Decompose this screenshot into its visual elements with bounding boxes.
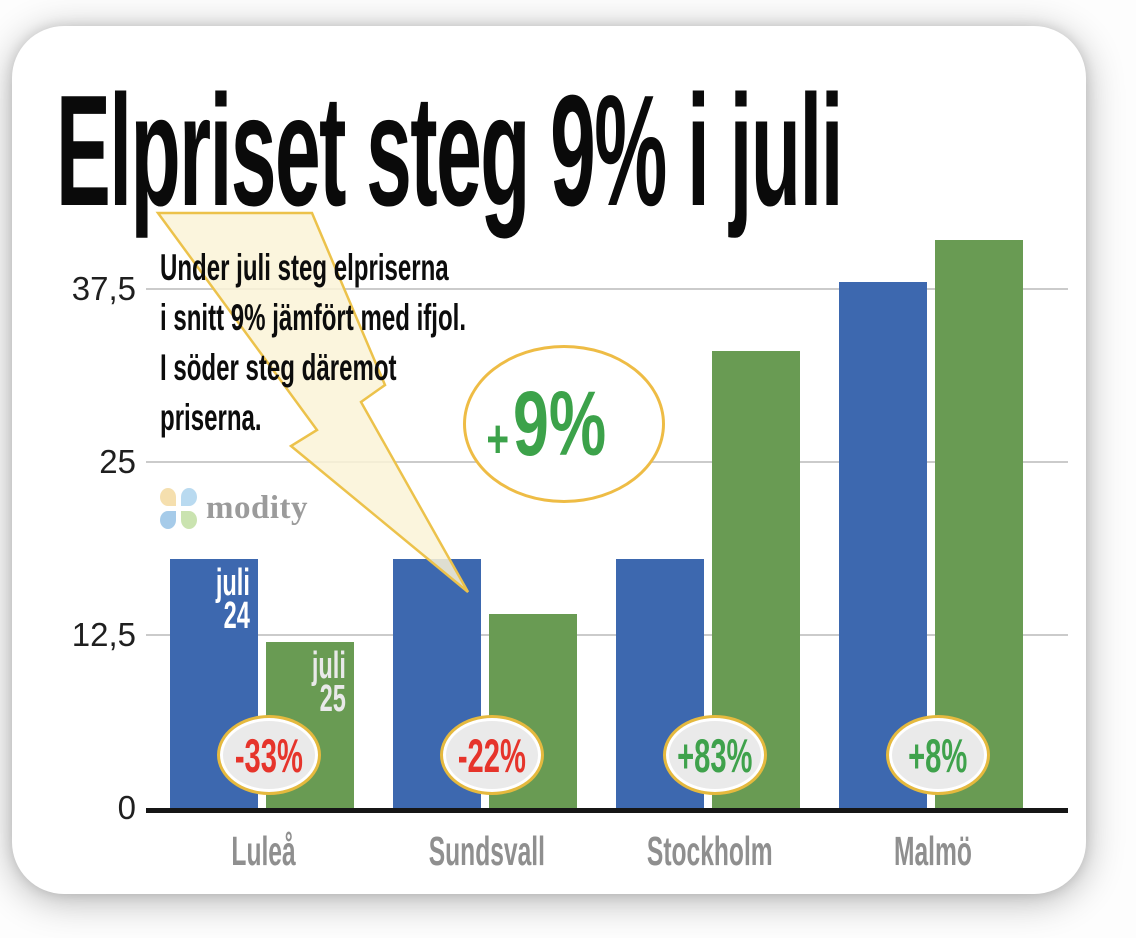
y-tick-label: 37,5 — [71, 269, 136, 307]
modity-logo: modity — [160, 488, 308, 529]
y-tick-label: 12,5 — [71, 615, 136, 653]
change-badge-value: +8% — [908, 728, 968, 782]
x-tick-malmö: Malmö — [823, 828, 1043, 875]
change-badge-value: -33% — [234, 728, 304, 782]
change-badge-value: -22% — [457, 728, 527, 782]
change-badge-stockholm: +83% — [663, 715, 767, 795]
change-badge-sundsvall: -22% — [440, 715, 544, 795]
x-tick-sundsvall: Sundsvall — [377, 828, 597, 875]
modity-wordmark: modity — [206, 490, 308, 526]
x-tick-label-malmö: Malmö — [894, 828, 972, 874]
modity-flower-icon — [160, 488, 197, 529]
petal-yellow — [160, 488, 176, 506]
change-badge-malmö: +8% — [886, 715, 990, 795]
change-badge-value: +83% — [677, 728, 753, 782]
series-label-juli-25: juli 25 — [311, 644, 346, 720]
plus-sign: + — [486, 409, 509, 469]
x-tick-luleå: Luleå — [154, 828, 374, 875]
x-tick-label-sundsvall: Sundsvall — [428, 828, 546, 874]
average-change-bubble: +9% — [463, 345, 665, 503]
change-badge-luleå: -33% — [217, 715, 321, 795]
x-tick-label-stockholm: Stockholm — [647, 828, 773, 874]
annotation-text: Under juli steg elpriserna i snitt 9% jä… — [160, 247, 467, 438]
x-tick-label-luleå: Luleå — [231, 828, 297, 874]
x-axis-line — [146, 808, 1068, 813]
petal-green — [181, 511, 197, 529]
gridline — [146, 633, 1068, 636]
series-label-juli-24: juli 24 — [215, 561, 250, 637]
x-tick-stockholm: Stockholm — [600, 828, 820, 875]
bar-malmö-juli25 — [935, 240, 1023, 808]
petal-blue — [160, 511, 176, 529]
y-tick-label: 0 — [117, 789, 136, 826]
y-tick-label: 25 — [99, 442, 136, 480]
gridline — [146, 287, 1068, 290]
average-change-value: 9% — [513, 372, 607, 475]
page-title: Elpriset steg 9% i juli — [56, 63, 844, 239]
petal-lightblue — [181, 488, 197, 506]
